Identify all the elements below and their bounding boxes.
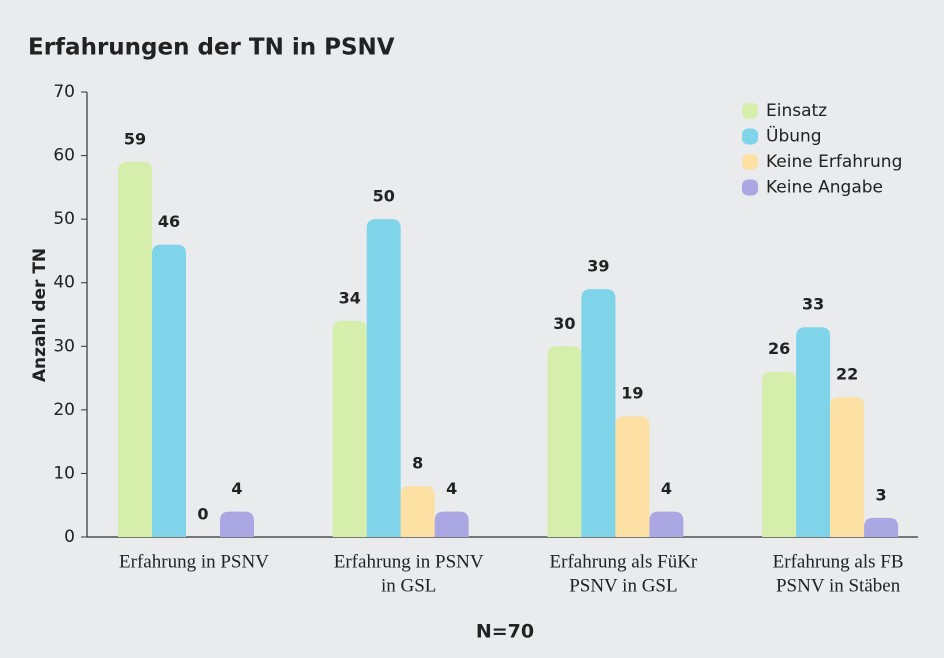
x-tick-label: PSNV in GSL (569, 575, 677, 596)
bar (830, 397, 865, 537)
value-label: 30 (553, 314, 575, 333)
bar (581, 289, 616, 537)
value-label: 4 (661, 479, 672, 498)
y-tick-label: 20 (53, 400, 75, 420)
legend-swatch (742, 179, 758, 196)
bar (152, 244, 186, 538)
value-label: 8 (412, 454, 423, 473)
value-label: 0 (197, 505, 208, 524)
value-label: 3 (876, 485, 887, 504)
legend-swatch (742, 154, 758, 170)
value-label: 4 (231, 479, 242, 498)
value-label: 59 (124, 129, 146, 148)
y-tick-label: 30 (53, 336, 75, 356)
legend-label: Übung (766, 125, 822, 147)
y-axis-label: Anzahl der TN (30, 248, 50, 382)
x-tick-label: PSNV in Stäben (776, 575, 901, 596)
legend-label: Keine Erfahrung (766, 152, 902, 172)
note: N=70 (476, 621, 534, 643)
bar (796, 327, 831, 537)
x-tick-label: Erfahrung als FB (773, 551, 904, 572)
value-label: 33 (802, 295, 824, 314)
value-label: 22 (836, 365, 858, 384)
bar (762, 371, 797, 537)
y-tick-label: 40 (53, 273, 75, 293)
y-tick-label: 60 (53, 146, 75, 166)
bar (434, 511, 469, 537)
legend-label: Keine Angabe (766, 178, 883, 198)
bar (615, 416, 650, 537)
x-tick-label: Erfahrung als FüKr (550, 551, 698, 572)
y-tick-label: 10 (53, 463, 75, 483)
value-label: 50 (373, 187, 395, 206)
chart-title: Erfahrungen der TN in PSNV (28, 35, 395, 61)
bar (864, 517, 899, 537)
value-label: 46 (158, 212, 180, 231)
value-label: 19 (621, 384, 643, 403)
bar (220, 511, 254, 537)
bar (332, 320, 367, 537)
legend-swatch (742, 128, 758, 145)
value-label: 34 (339, 288, 361, 307)
x-tick-label: Erfahrung in PSNV (119, 551, 269, 572)
bar (547, 346, 582, 537)
legend-label: Einsatz (766, 101, 827, 121)
bar (118, 161, 152, 537)
y-tick-label: 70 (53, 82, 75, 102)
value-label: 39 (587, 257, 609, 276)
bar (366, 219, 401, 537)
bar (649, 511, 684, 537)
bar (400, 486, 435, 537)
y-tick-label: 0 (64, 527, 75, 547)
y-tick-label: 50 (53, 209, 75, 229)
legend-swatch (742, 103, 758, 119)
x-tick-label: in GSL (381, 575, 436, 596)
x-tick-label: Erfahrung in PSNV (334, 551, 484, 572)
value-label: 4 (446, 479, 457, 498)
value-label: 26 (768, 339, 790, 358)
